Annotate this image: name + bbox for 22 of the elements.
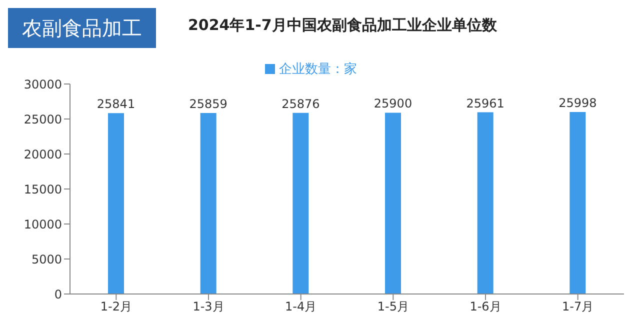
data-label: 25961 bbox=[466, 96, 504, 110]
x-tick-label: 1-3月 bbox=[192, 300, 224, 314]
y-tick-label: 25000 bbox=[24, 112, 62, 126]
y-tick-label: 20000 bbox=[24, 147, 62, 162]
x-tick-label: 1-4月 bbox=[285, 300, 317, 314]
x-tick-label: 1-6月 bbox=[470, 300, 502, 314]
legend-label: 企业数量：家 bbox=[279, 62, 357, 77]
data-label: 25998 bbox=[558, 96, 597, 110]
chart-title: 2024年1-7月中国农副食品加工业企业单位数 bbox=[188, 16, 497, 35]
y-tick-label: 0 bbox=[54, 287, 62, 302]
x-tick-label: 1-5月 bbox=[377, 300, 409, 314]
y-tick-label: 30000 bbox=[24, 77, 62, 92]
data-label: 25900 bbox=[374, 96, 412, 111]
y-tick-label: 10000 bbox=[24, 217, 62, 232]
y-tick-label: 5000 bbox=[31, 252, 62, 266]
text: 农副食品加工 bbox=[8, 8, 156, 48]
data-label: 25859 bbox=[189, 96, 228, 111]
y-tick-label: 15000 bbox=[24, 182, 62, 196]
x-tick-label: 1-7月 bbox=[562, 300, 594, 314]
data-label: 25841 bbox=[96, 97, 136, 112]
data-label: 25876 bbox=[282, 96, 320, 111]
x-tick-label: 1-2月 bbox=[100, 300, 132, 314]
